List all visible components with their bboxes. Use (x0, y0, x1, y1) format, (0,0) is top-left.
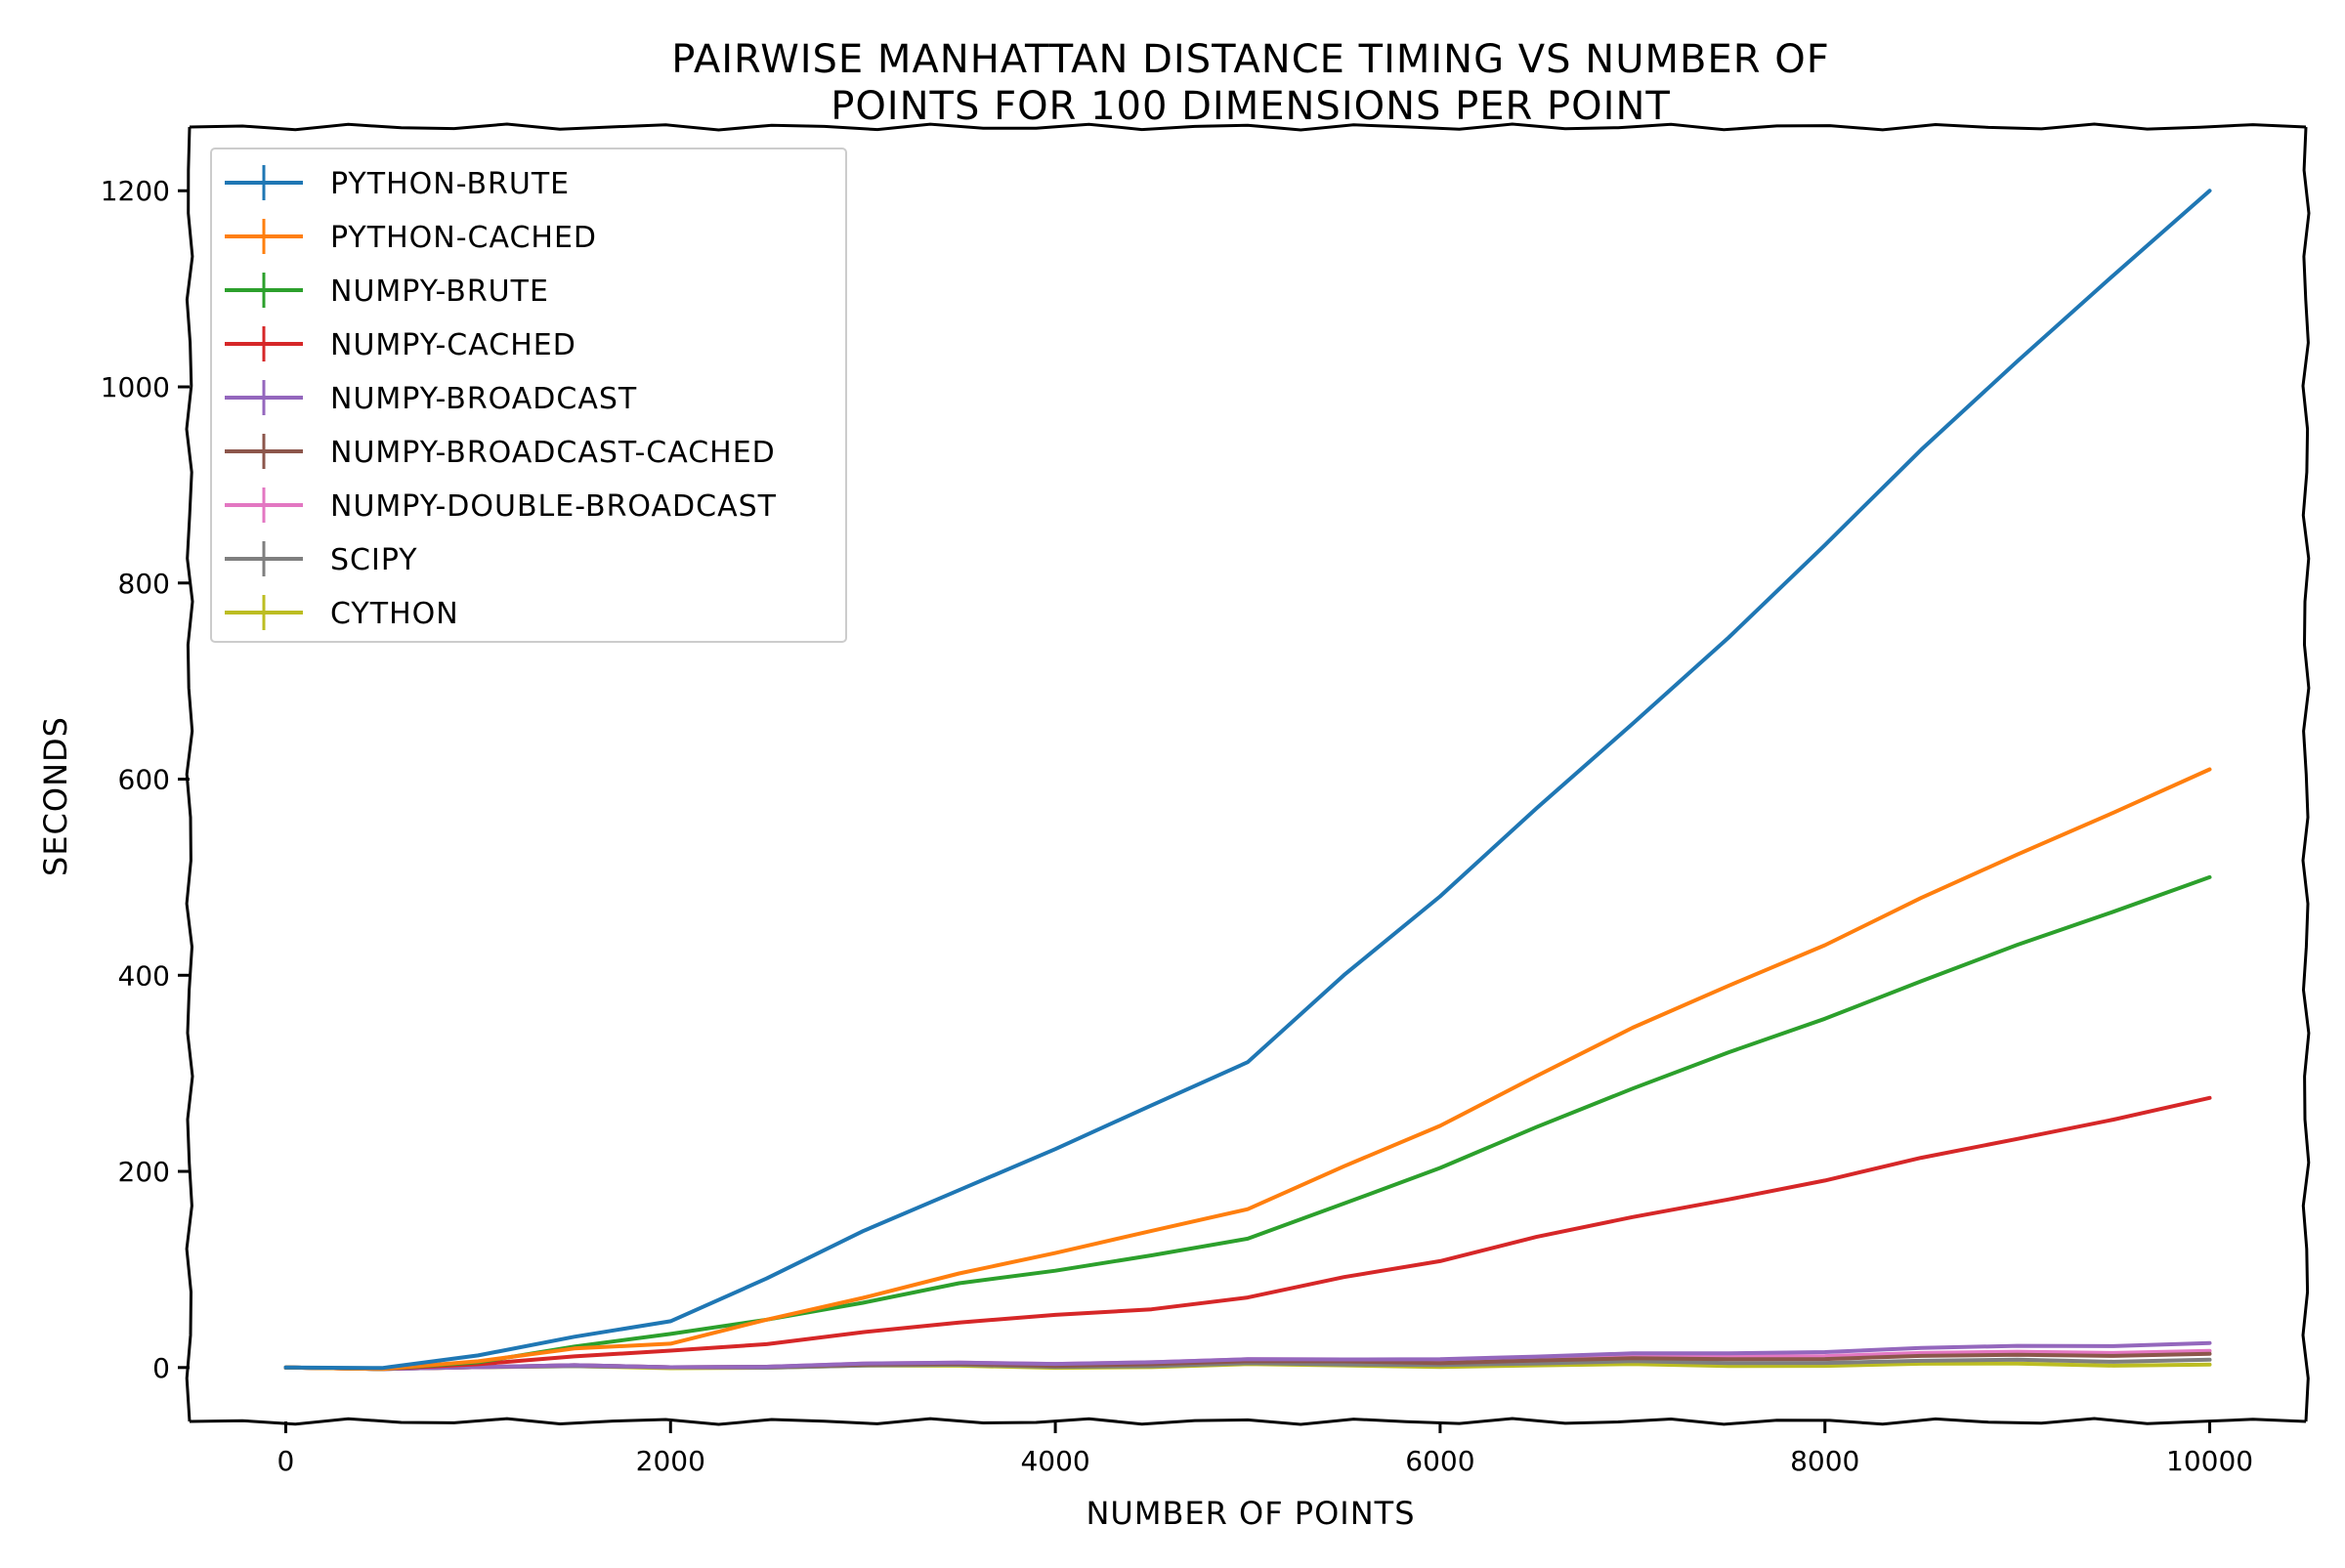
legend-item-numpy-broadcast: numpy-broadcast (225, 380, 637, 416)
x-tick-label: 10000 (2166, 1445, 2253, 1477)
series-line-python-cached (283, 767, 2212, 1372)
x-tick-label: 4000 (1020, 1445, 1089, 1477)
series-line-numpy-cached (283, 1095, 2212, 1372)
legend-label: scipy (330, 543, 418, 577)
legend-item-python-cached: python-cached (225, 219, 597, 255)
frame-right (2301, 126, 2311, 1422)
legend-label: numpy-cached (330, 328, 576, 362)
legend-label: python-cached (330, 221, 597, 255)
ticks-layer: 0 2000 4000 6000 8000 10000 0 200 400 600 800 1000 1… (101, 175, 2253, 1477)
legend-item-numpy-cached: numpy-cached (225, 326, 576, 362)
y-tick-label: 200 (118, 1156, 170, 1188)
legend-label: cython (330, 597, 459, 631)
plot-frame (185, 122, 2311, 1426)
legend: python-brute python-cached numpy-brute nump… (210, 148, 847, 643)
x-tick-label: 8000 (1790, 1445, 1859, 1477)
legend-item-python-brute: python-brute (225, 165, 570, 201)
series-line-numpy-brute (283, 874, 2212, 1372)
y-tick-label: 0 (152, 1352, 170, 1384)
series-line-numpy-broadcast (283, 1340, 2212, 1372)
legend-item-cython: cython (225, 595, 459, 631)
y-tick-label: 800 (118, 568, 170, 600)
y-tick-label: 600 (118, 764, 170, 796)
chart-title-line-2: Points for 100 Dimensions per Point (831, 84, 1671, 129)
x-tick-label: 2000 (636, 1445, 705, 1477)
x-tick-label: 6000 (1405, 1445, 1474, 1477)
legend-label: numpy-broadcast-cached (330, 436, 776, 470)
legend-label: numpy-broadcast (330, 382, 637, 416)
legend-label: numpy-double-broadcast (330, 489, 777, 524)
legend-item-numpy-double-broadcast: numpy-double-broadcast (225, 487, 777, 524)
legend-item-numpy-brute: numpy-brute (225, 273, 549, 309)
x-tick-label: 0 (277, 1445, 295, 1477)
legend-item-scipy: scipy (225, 541, 418, 577)
series-layer (283, 189, 2212, 1372)
series-line-python-brute (283, 189, 2212, 1371)
frame-left (185, 126, 194, 1422)
legend-box (210, 148, 847, 643)
y-axis-label: Seconds (37, 716, 74, 876)
y-tick-label: 1000 (101, 371, 170, 403)
legend-item-numpy-broadcast-cached: numpy-broadcast-cached (225, 434, 776, 470)
legend-label: python-brute (330, 167, 570, 201)
chart-title-line-1: Pairwise Manhattan Distance Timing vs Nu… (671, 37, 1829, 82)
legend-label: numpy-brute (330, 275, 549, 309)
y-tick-label: 400 (118, 959, 170, 992)
frame-top (189, 122, 2307, 132)
frame-bottom (189, 1417, 2307, 1426)
x-axis-label: Number of Points (1086, 1495, 1415, 1532)
y-tick-label: 1200 (101, 175, 170, 207)
